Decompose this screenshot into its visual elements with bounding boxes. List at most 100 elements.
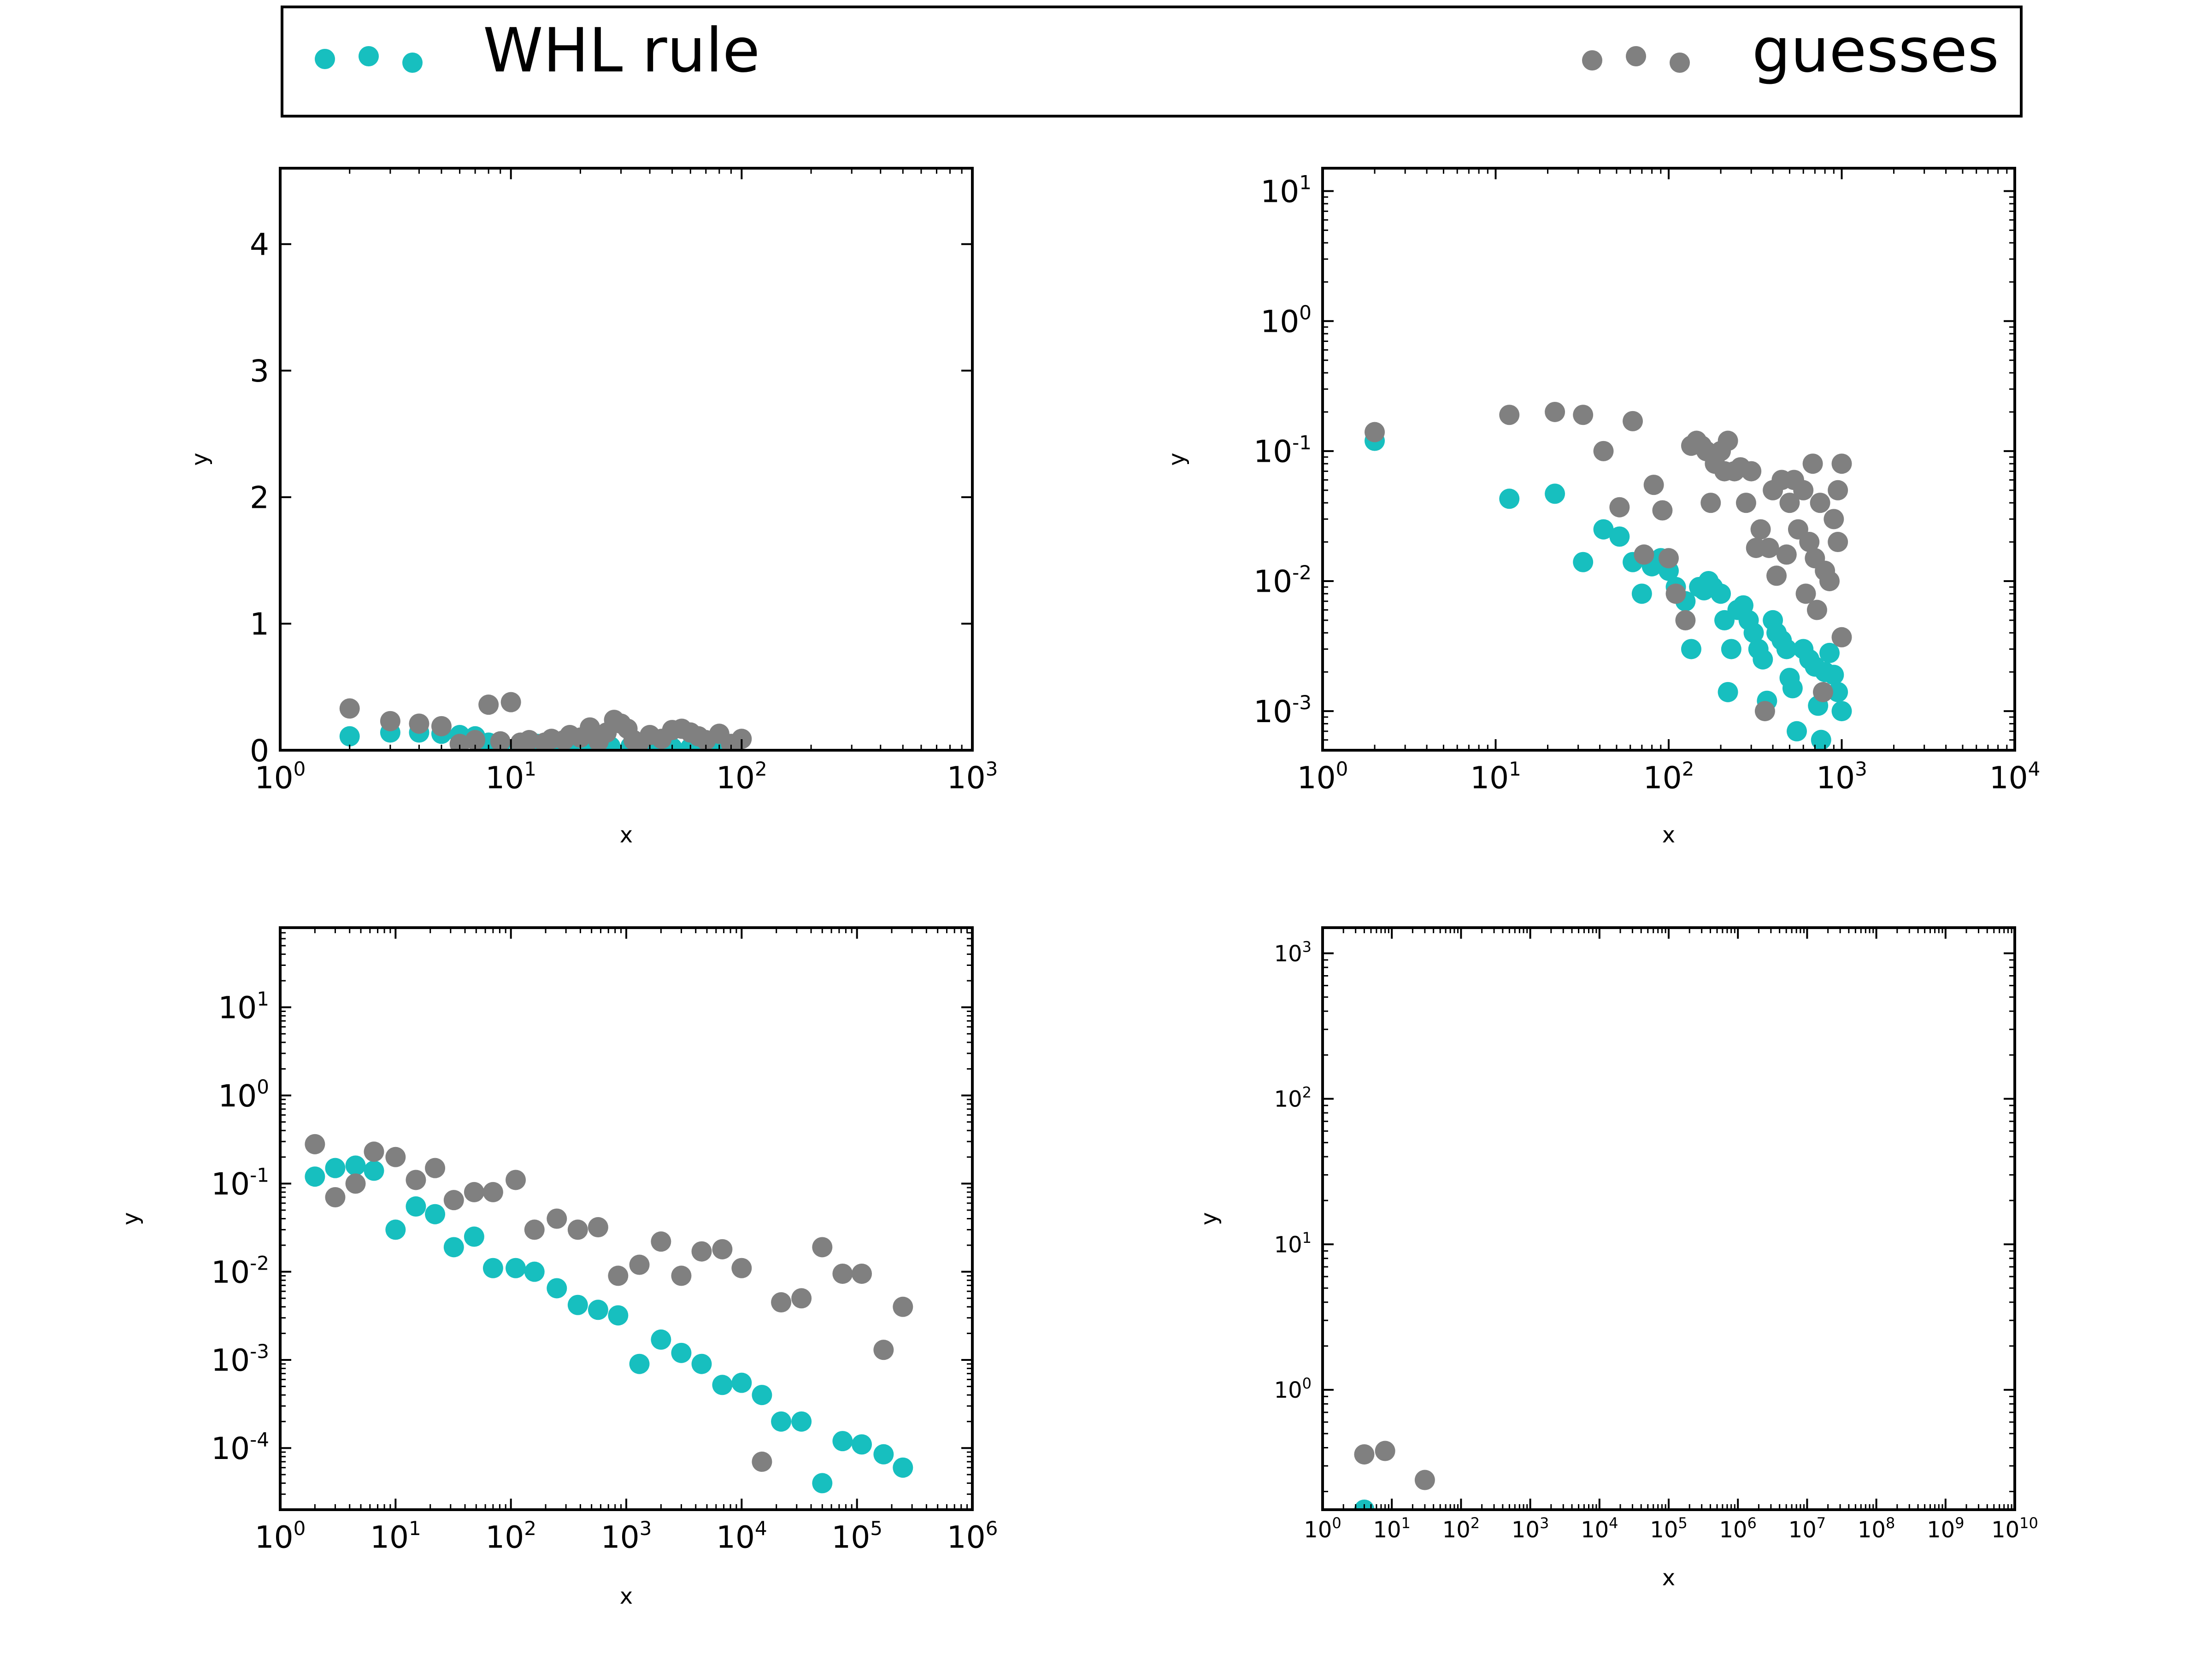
legend-frame bbox=[281, 6, 2023, 118]
guess-point bbox=[364, 1141, 384, 1162]
guess-point bbox=[1799, 532, 1820, 553]
whl-point bbox=[1631, 583, 1652, 604]
whl-point bbox=[1573, 552, 1594, 572]
whl-point bbox=[1811, 729, 1831, 750]
guess-point bbox=[478, 694, 499, 715]
y-tick-label: 10-4 bbox=[211, 1428, 269, 1466]
legend-marker bbox=[315, 49, 335, 69]
guess-point bbox=[752, 1451, 772, 1472]
guess-point bbox=[443, 1190, 464, 1211]
guess-point bbox=[1414, 1470, 1435, 1490]
guess-point bbox=[409, 713, 429, 734]
guess-point bbox=[464, 1182, 484, 1202]
legend-marker bbox=[1670, 53, 1690, 73]
whl-point bbox=[852, 1434, 872, 1455]
whl-point bbox=[464, 1226, 484, 1247]
x-tick-label: 102 bbox=[1442, 1514, 1480, 1543]
x-tick-label: 102 bbox=[1643, 758, 1694, 796]
x-tick-label: 108 bbox=[1858, 1514, 1895, 1543]
guess-point bbox=[1802, 453, 1823, 474]
whl-point bbox=[305, 1166, 325, 1187]
x-tick-label: 104 bbox=[716, 1517, 767, 1555]
whl-point bbox=[443, 1237, 464, 1258]
whl-point bbox=[1776, 639, 1797, 659]
whl-point bbox=[506, 1258, 526, 1278]
guess-point bbox=[1810, 493, 1830, 513]
y-tick-label: 10-2 bbox=[1253, 561, 1312, 600]
whl-point bbox=[1721, 639, 1741, 659]
whl-point bbox=[731, 1372, 752, 1393]
guess-point bbox=[1819, 571, 1840, 591]
whl-point bbox=[339, 726, 360, 747]
axes-frame bbox=[1321, 167, 2016, 752]
guess-point bbox=[490, 731, 511, 750]
guess-point bbox=[1634, 544, 1654, 565]
guess-point bbox=[431, 716, 452, 736]
whl-point bbox=[1824, 665, 1844, 685]
guess-point bbox=[1779, 493, 1800, 513]
whl-point bbox=[771, 1411, 792, 1432]
guess-point bbox=[812, 1237, 833, 1258]
whl-point bbox=[1787, 721, 1807, 741]
panel-3: 100 101 102 103 104 105 106 10-4 10-3 10-2 10-1 100… bbox=[118, 926, 998, 1609]
guess-point bbox=[1545, 401, 1565, 422]
guess-point bbox=[519, 730, 540, 750]
whl-point bbox=[1681, 639, 1701, 659]
guess-point bbox=[482, 1182, 503, 1202]
guess-point bbox=[1623, 411, 1643, 431]
guess-point bbox=[1812, 682, 1833, 702]
y-tick-label: 101 bbox=[218, 988, 269, 1026]
whl-point bbox=[345, 1155, 366, 1176]
guess-point bbox=[1735, 493, 1756, 513]
whl-point bbox=[385, 1219, 406, 1240]
x-tick-label: 109 bbox=[1927, 1514, 1964, 1543]
panel-2: 100 101 102 103 104 10-3 10-2 10-1 100 101 x y bbox=[1164, 167, 2041, 848]
x-tick-label: 100 bbox=[1304, 1514, 1341, 1543]
y-axis-label: y bbox=[1164, 453, 1190, 465]
guess-point bbox=[547, 1208, 567, 1229]
x-tick-label: 104 bbox=[1989, 758, 2041, 796]
whl-point bbox=[812, 1473, 833, 1494]
x-axis-label: x bbox=[620, 822, 633, 848]
y-axis-label: y bbox=[187, 453, 213, 465]
guess-point bbox=[1766, 565, 1787, 586]
x-tick-label: 102 bbox=[485, 1517, 536, 1555]
data-points bbox=[1354, 1441, 1435, 1510]
guess-point bbox=[832, 1263, 853, 1284]
guess-point bbox=[691, 1241, 712, 1262]
x-tick-label: 100 bbox=[255, 758, 306, 796]
guess-point bbox=[629, 1254, 650, 1275]
x-axis-label: x bbox=[1662, 822, 1675, 848]
whl-point bbox=[547, 1278, 567, 1299]
guess-point bbox=[1665, 583, 1686, 604]
guess-point bbox=[1593, 441, 1614, 461]
guess-point bbox=[425, 1158, 446, 1178]
guess-point bbox=[671, 1265, 692, 1286]
guess-point bbox=[1675, 610, 1696, 630]
guess-point bbox=[1750, 519, 1771, 540]
whl-point bbox=[1831, 701, 1852, 722]
legend-whl-label: WHL rule bbox=[483, 15, 760, 86]
y-tick-label: 10-2 bbox=[211, 1252, 269, 1290]
guess-point bbox=[1659, 548, 1679, 569]
y-axis-label: y bbox=[118, 1212, 144, 1225]
guess-point bbox=[1741, 461, 1762, 482]
legend-guesses-markers bbox=[1582, 46, 1690, 73]
guess-point bbox=[465, 730, 486, 750]
whl-point bbox=[752, 1385, 772, 1406]
whl-point bbox=[791, 1411, 812, 1432]
x-axis-label: x bbox=[620, 1583, 633, 1609]
y-tick-label: 4 bbox=[250, 227, 269, 262]
guess-point bbox=[712, 1239, 733, 1259]
x-tick-label: 101 bbox=[370, 1517, 421, 1555]
panel-1: 100 101 102 103 0 1 2 3 4 x y bbox=[187, 167, 998, 848]
x-tick-label: 100 bbox=[1297, 758, 1348, 796]
whl-point bbox=[425, 1204, 446, 1224]
data-points bbox=[305, 1134, 913, 1494]
guess-point bbox=[339, 698, 360, 719]
axes-frame bbox=[1321, 926, 2016, 1511]
y-tick-label: 101 bbox=[1274, 1229, 1312, 1258]
x-tick-label: 103 bbox=[947, 758, 998, 796]
guess-point bbox=[588, 1217, 608, 1238]
whl-point bbox=[651, 1329, 671, 1350]
